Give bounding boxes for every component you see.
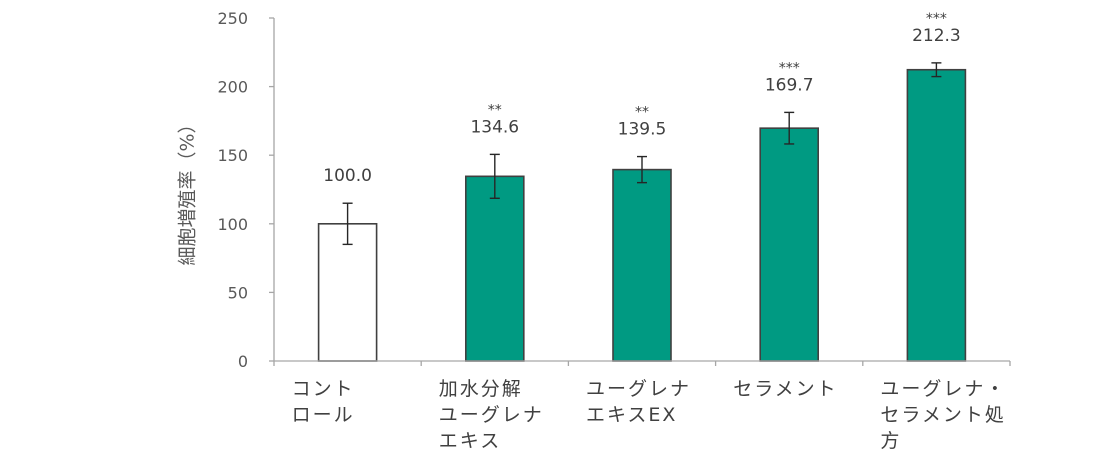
bar (464, 175, 525, 362)
y-tick-label: 0 (238, 352, 248, 371)
bar (906, 68, 967, 362)
significance-marker: *** (779, 60, 800, 76)
y-tick-label: 200 (217, 78, 248, 97)
value-label: 134.6 (470, 117, 519, 137)
x-category-label: 加水分解 (439, 378, 523, 400)
y-axis: 0 50 100 150 200 250 (217, 9, 275, 371)
significance-marker: *** (926, 11, 947, 27)
bar-group: 100.0 (317, 166, 378, 362)
bar-group: 169.7*** (759, 60, 820, 362)
bar-group: 134.6** (464, 102, 525, 362)
significance-marker: ** (635, 105, 649, 121)
y-tick-label: 250 (217, 9, 248, 28)
value-label: 212.3 (912, 26, 961, 46)
x-category-label: セラメント処 (880, 404, 1005, 426)
x-category-label: エキス (439, 430, 501, 452)
x-category-label: 方 (880, 430, 901, 452)
significance-marker: ** (488, 102, 502, 118)
bar-group: 139.5** (612, 105, 672, 362)
x-category-label: エキスEX (586, 404, 677, 426)
x-category-label: ユーグレナ (586, 378, 691, 400)
x-category-label: コント (292, 378, 355, 400)
y-tick-label: 100 (217, 215, 248, 234)
value-label: 100.0 (323, 166, 372, 186)
x-category-label: ロール (292, 404, 355, 426)
x-category-label: セラメント (733, 378, 837, 400)
value-label: 169.7 (765, 75, 814, 95)
y-tick-label: 150 (217, 146, 248, 165)
y-axis-label: 細胞増殖率（%） (177, 114, 199, 265)
x-category-label: ユーグレナ・ (880, 378, 1006, 400)
x-category-label: ユーグレナ (439, 404, 544, 426)
bar-group: 212.3*** (906, 11, 967, 362)
y-tick-label: 50 (228, 283, 248, 302)
bar (612, 168, 672, 362)
value-label: 139.5 (618, 120, 667, 140)
bar (759, 127, 820, 362)
